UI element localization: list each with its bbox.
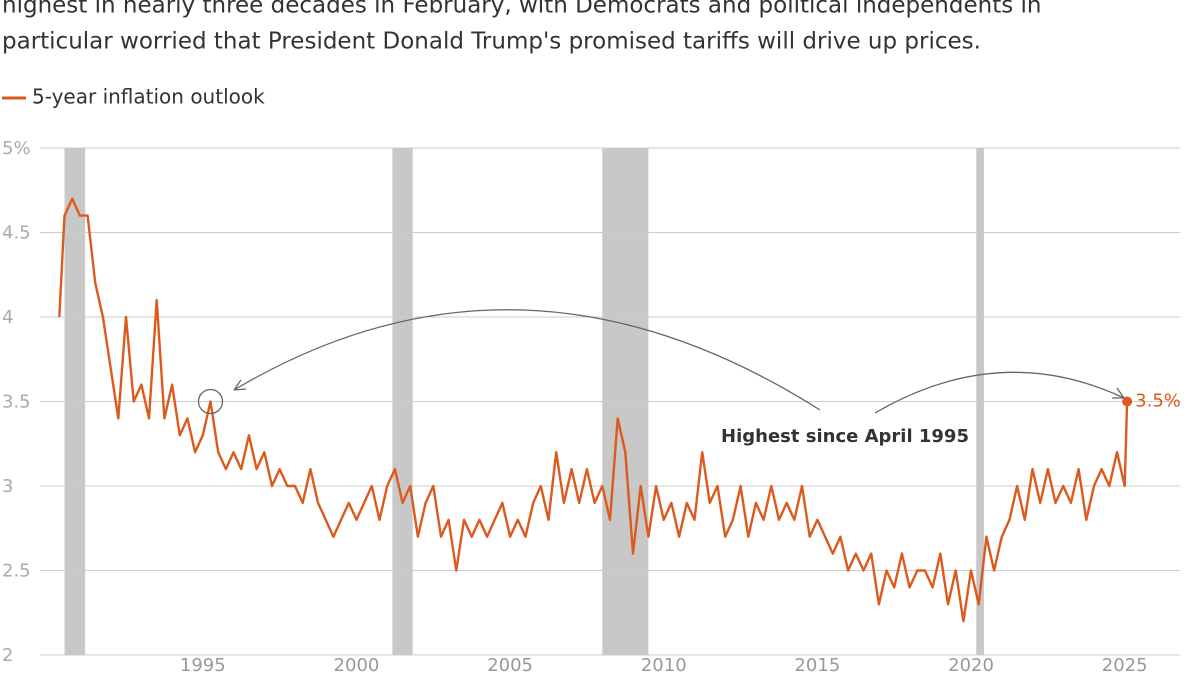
legend-label: 5-year inflation outlook — [32, 85, 265, 109]
subtitle: particular worried that President Donald… — [2, 29, 981, 55]
arrow — [233, 309, 821, 411]
arrowhead — [1112, 387, 1125, 399]
x-tick-label: 2005 — [487, 655, 533, 675]
x-tick-label: 2015 — [794, 655, 840, 675]
y-tick-label: 3 — [2, 476, 13, 497]
y-tick-label: 2 — [2, 645, 13, 666]
series-line — [58, 197, 1129, 623]
subtitle: highest in nearly three decades in Febru… — [2, 0, 1041, 19]
x-tick-label: 2020 — [948, 655, 994, 675]
highlight-circle — [197, 388, 224, 415]
y-tick-label: 5% — [2, 138, 31, 159]
end-point — [1122, 396, 1133, 407]
y-tick-label: 4 — [2, 307, 13, 328]
x-tick-label: 2025 — [1102, 655, 1148, 675]
y-tick-label: 2.5 — [2, 561, 31, 582]
x-tick-label: 2010 — [641, 655, 687, 675]
annotation: Highest since April 1995 — [721, 426, 969, 447]
y-tick-label: 4.5 — [2, 223, 31, 244]
y-tick-label: 3.5 — [2, 392, 31, 413]
end-label: 3.5% — [1135, 391, 1181, 412]
x-tick-label: 1995 — [180, 655, 226, 675]
arrow — [874, 371, 1125, 414]
arrowhead — [233, 379, 247, 391]
x-tick-label: 2000 — [334, 655, 380, 675]
